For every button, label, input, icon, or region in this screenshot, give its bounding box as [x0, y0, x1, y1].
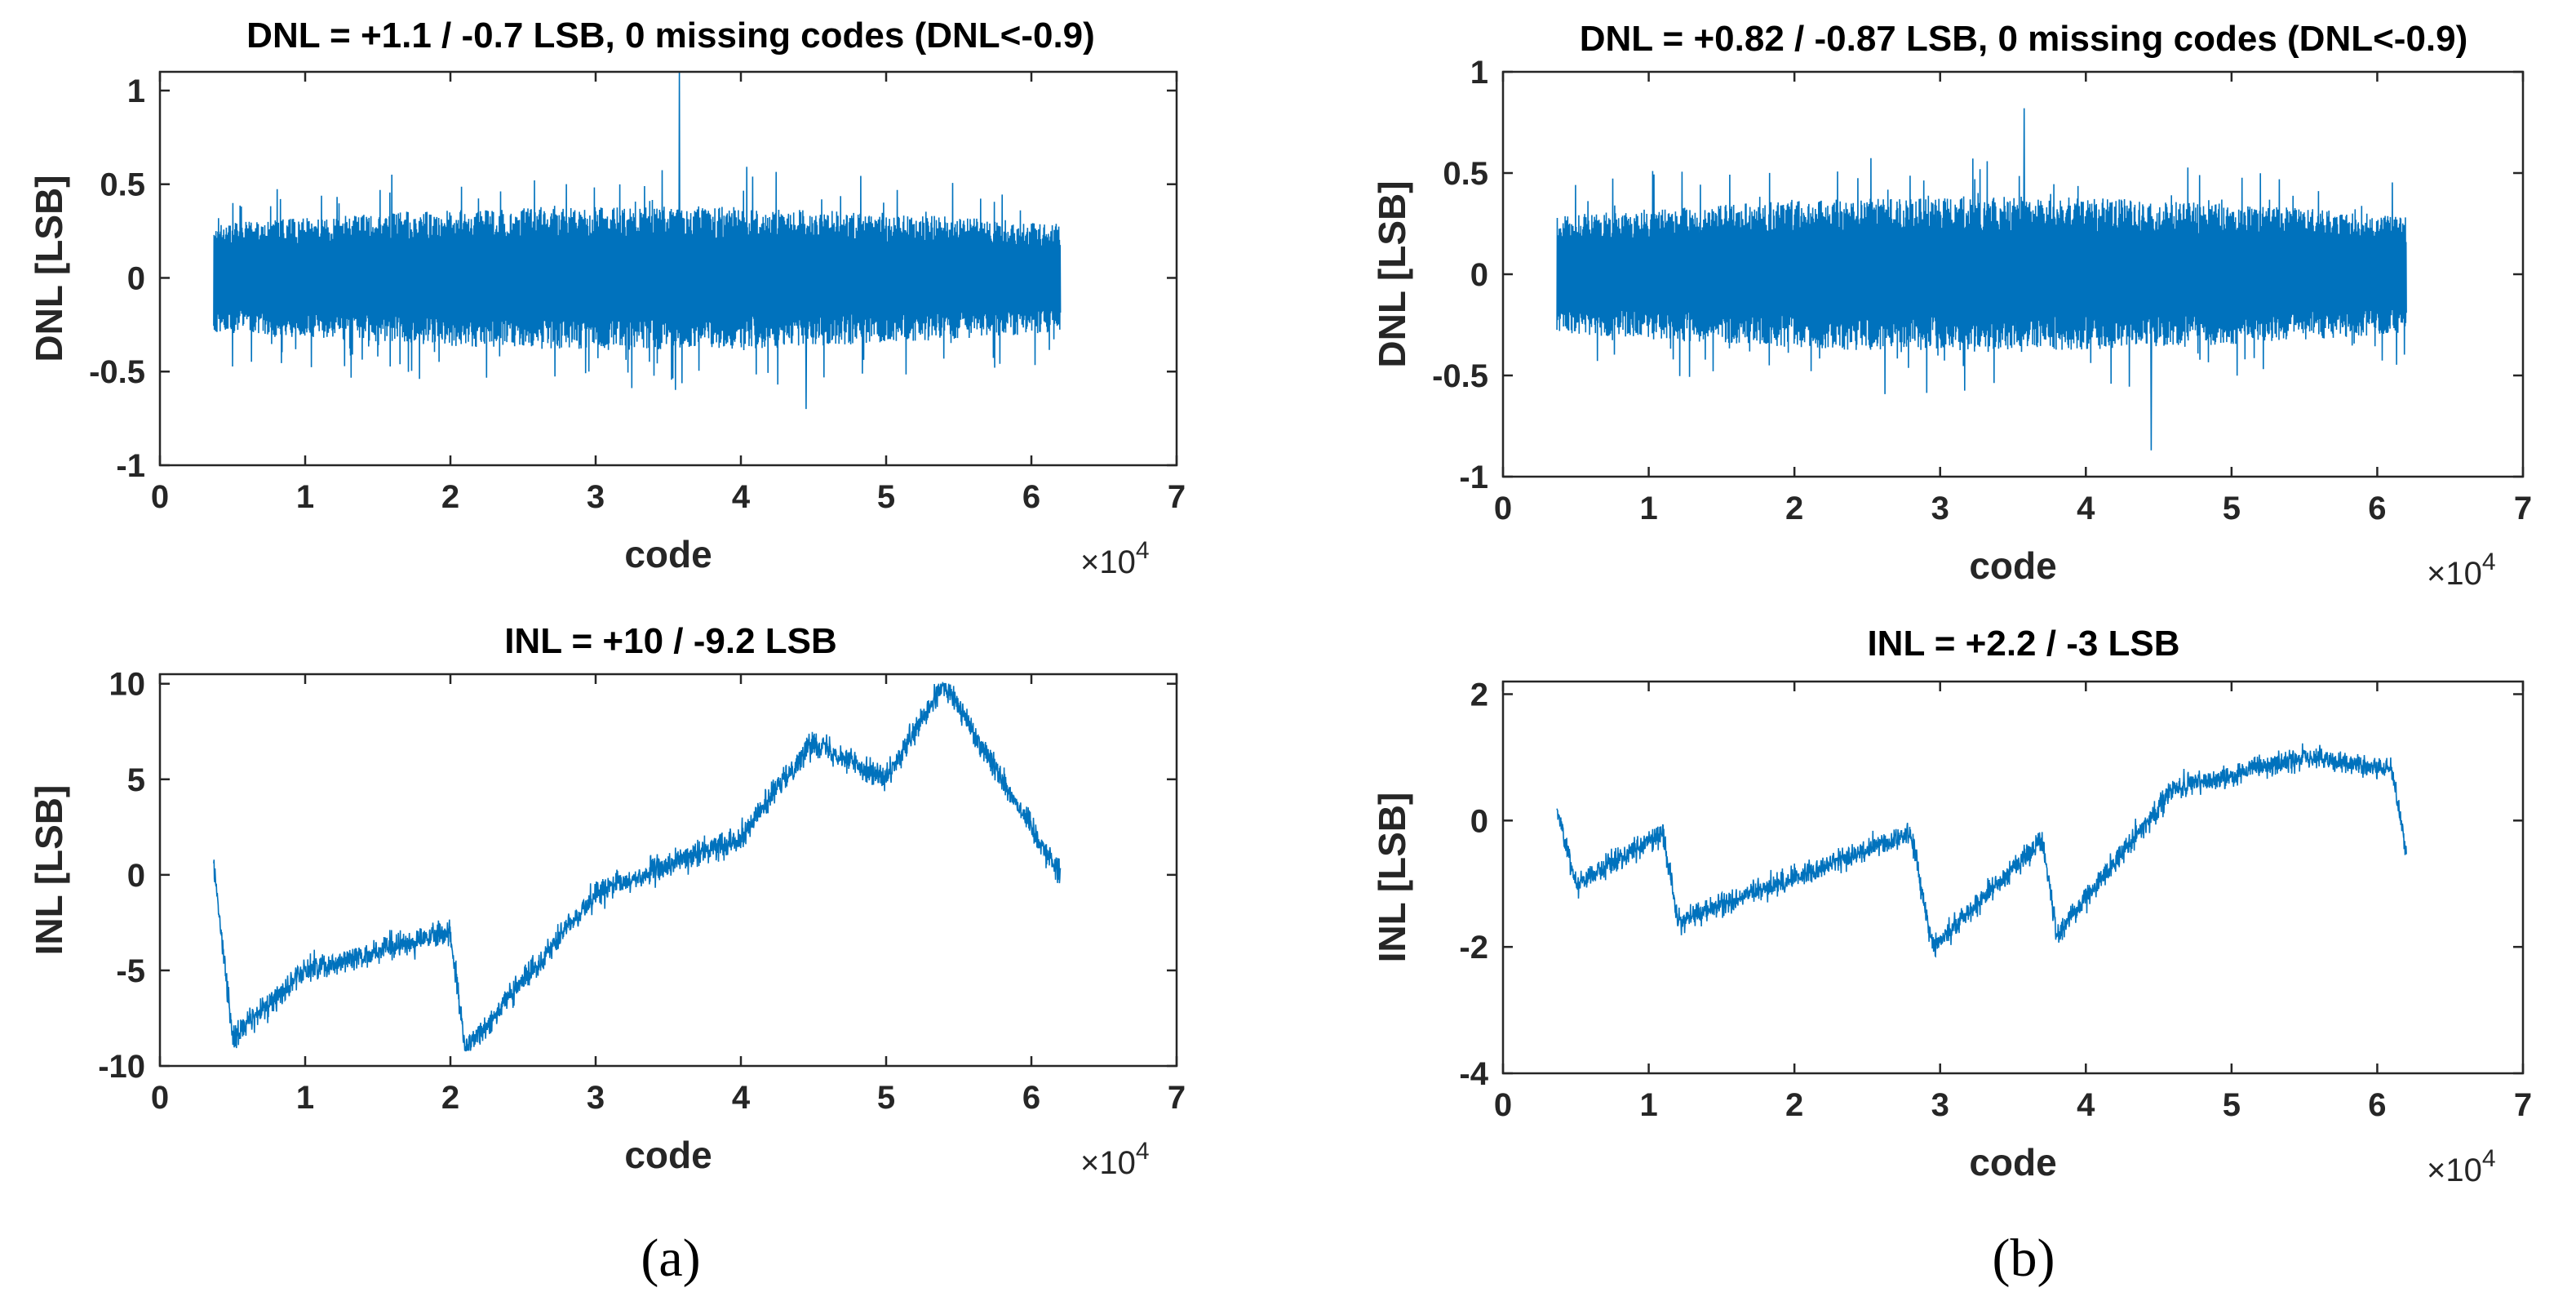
- x-tick-label: 1: [296, 1080, 314, 1116]
- x-multiplier-exponent: 4: [1136, 1138, 1150, 1165]
- x-tick-label: 2: [1785, 491, 1803, 526]
- x-tick-label: 6: [1022, 1080, 1040, 1116]
- chart-b-dnl: DNL = +0.82 / -0.87 LSB, 0 missing codes…: [1371, 19, 2532, 592]
- x-axis-label: code: [1969, 1141, 2056, 1183]
- x-multiplier: ×104: [1080, 537, 1150, 580]
- chart-a-inl: INL = +10 / -9.2 LSB 0 1 2 3 4 5 6 7 -10 -5 0 5 10 cod…: [28, 621, 1186, 1181]
- x-tick-label: 3: [587, 1080, 605, 1116]
- y-tick-label: -10: [98, 1049, 145, 1085]
- y-tick-label: -0.5: [1432, 358, 1488, 394]
- chart-title: DNL = +1.1 / -0.7 LSB, 0 missing codes (…: [246, 16, 1095, 56]
- y-tick-label: 1: [1470, 55, 1488, 91]
- y-axis-label: INL [LSB]: [1371, 793, 1413, 963]
- x-multiplier-exponent: 4: [1136, 537, 1150, 564]
- x-tick-label: 6: [2368, 1087, 2386, 1123]
- x-tick-label: 0: [151, 479, 169, 515]
- x-tick-label: 3: [587, 479, 605, 515]
- x-multiplier: ×104: [1080, 1138, 1150, 1181]
- x-tick-label: 4: [2077, 491, 2095, 526]
- x-tick-label: 7: [2514, 491, 2532, 526]
- x-tick-label: 2: [1785, 1087, 1803, 1123]
- x-tick-label: 6: [1022, 479, 1040, 515]
- x-tick-label: 1: [1639, 491, 1657, 526]
- y-tick-label: -4: [1459, 1056, 1488, 1092]
- chart-title: INL = +2.2 / -3 LSB: [1867, 624, 2179, 664]
- x-tick-label: 7: [1168, 479, 1186, 515]
- y-tick-label: -2: [1459, 930, 1488, 966]
- x-tick-label: 7: [2514, 1087, 2532, 1123]
- x-tick-label: 4: [732, 479, 751, 515]
- data-trace: [213, 681, 1062, 1052]
- data-trace: [213, 71, 1062, 410]
- chart-b-inl: INL = +2.2 / -3 LSB 0 1 2 3 4 5 6 7 -4 -2 0 2 code INL…: [1371, 624, 2532, 1188]
- y-tick-label: 0.5: [100, 167, 145, 203]
- x-tick-label: 0: [1494, 491, 1512, 526]
- x-axis-label: code: [624, 1134, 712, 1176]
- y-tick-label: -0.5: [89, 354, 145, 390]
- y-tick-label: 10: [109, 667, 146, 703]
- y-tick-label: 0: [1470, 803, 1488, 839]
- x-tick-label: 1: [1639, 1087, 1657, 1123]
- chart-a-dnl: DNL = +1.1 / -0.7 LSB, 0 missing codes (…: [28, 16, 1186, 580]
- x-tick-label: 5: [877, 479, 895, 515]
- x-tick-label: 2: [441, 479, 459, 515]
- x-multiplier-exponent: 4: [2482, 1145, 2496, 1172]
- data-trace: [1556, 743, 2407, 958]
- data-trace: [1556, 108, 2407, 451]
- y-axis-label: DNL [LSB]: [28, 175, 70, 362]
- axes-frame: [158, 673, 1178, 1068]
- x-tick-label: 5: [877, 1080, 895, 1116]
- y-tick-label: 0: [1470, 257, 1488, 293]
- axes-frame: [158, 70, 1178, 467]
- x-multiplier: ×104: [2427, 1145, 2496, 1188]
- x-tick-label: 4: [732, 1080, 751, 1116]
- x-tick-label: 4: [2077, 1087, 2095, 1123]
- y-tick-label: -1: [116, 448, 145, 484]
- y-axis-label: DNL [LSB]: [1371, 180, 1413, 367]
- x-tick-label: 7: [1168, 1080, 1186, 1116]
- x-multiplier-exponent: 4: [2482, 548, 2496, 575]
- x-tick-label: 0: [151, 1080, 169, 1116]
- y-tick-label: 2: [1470, 677, 1488, 713]
- chart-title: INL = +10 / -9.2 LSB: [504, 621, 837, 661]
- caption-b: (b): [1993, 1228, 2055, 1288]
- x-tick-label: 3: [1931, 1087, 1949, 1123]
- x-tick-label: 0: [1494, 1087, 1512, 1123]
- x-tick-label: 5: [2223, 1087, 2241, 1123]
- y-tick-label: 0: [127, 858, 145, 894]
- caption-a: (a): [641, 1228, 700, 1288]
- y-tick-label: 1: [127, 73, 145, 109]
- x-tick-label: 6: [2368, 491, 2386, 526]
- chart-title: DNL = +0.82 / -0.87 LSB, 0 missing codes…: [1580, 19, 2468, 59]
- y-tick-label: -5: [116, 953, 145, 989]
- y-axis-label: INL [LSB]: [28, 785, 70, 956]
- x-tick-label: 3: [1931, 491, 1949, 526]
- x-axis-label: code: [1969, 544, 2056, 587]
- axes-frame: [1501, 680, 2525, 1075]
- x-multiplier: ×104: [2427, 548, 2496, 592]
- x-axis-label: code: [624, 533, 712, 575]
- y-tick-label: 5: [127, 762, 145, 798]
- x-tick-label: 1: [296, 479, 314, 515]
- y-tick-label: -1: [1459, 460, 1488, 495]
- y-tick-label: 0: [127, 260, 145, 296]
- y-tick-label: 0.5: [1443, 156, 1488, 192]
- x-tick-label: 2: [441, 1080, 459, 1116]
- x-tick-label: 5: [2223, 491, 2241, 526]
